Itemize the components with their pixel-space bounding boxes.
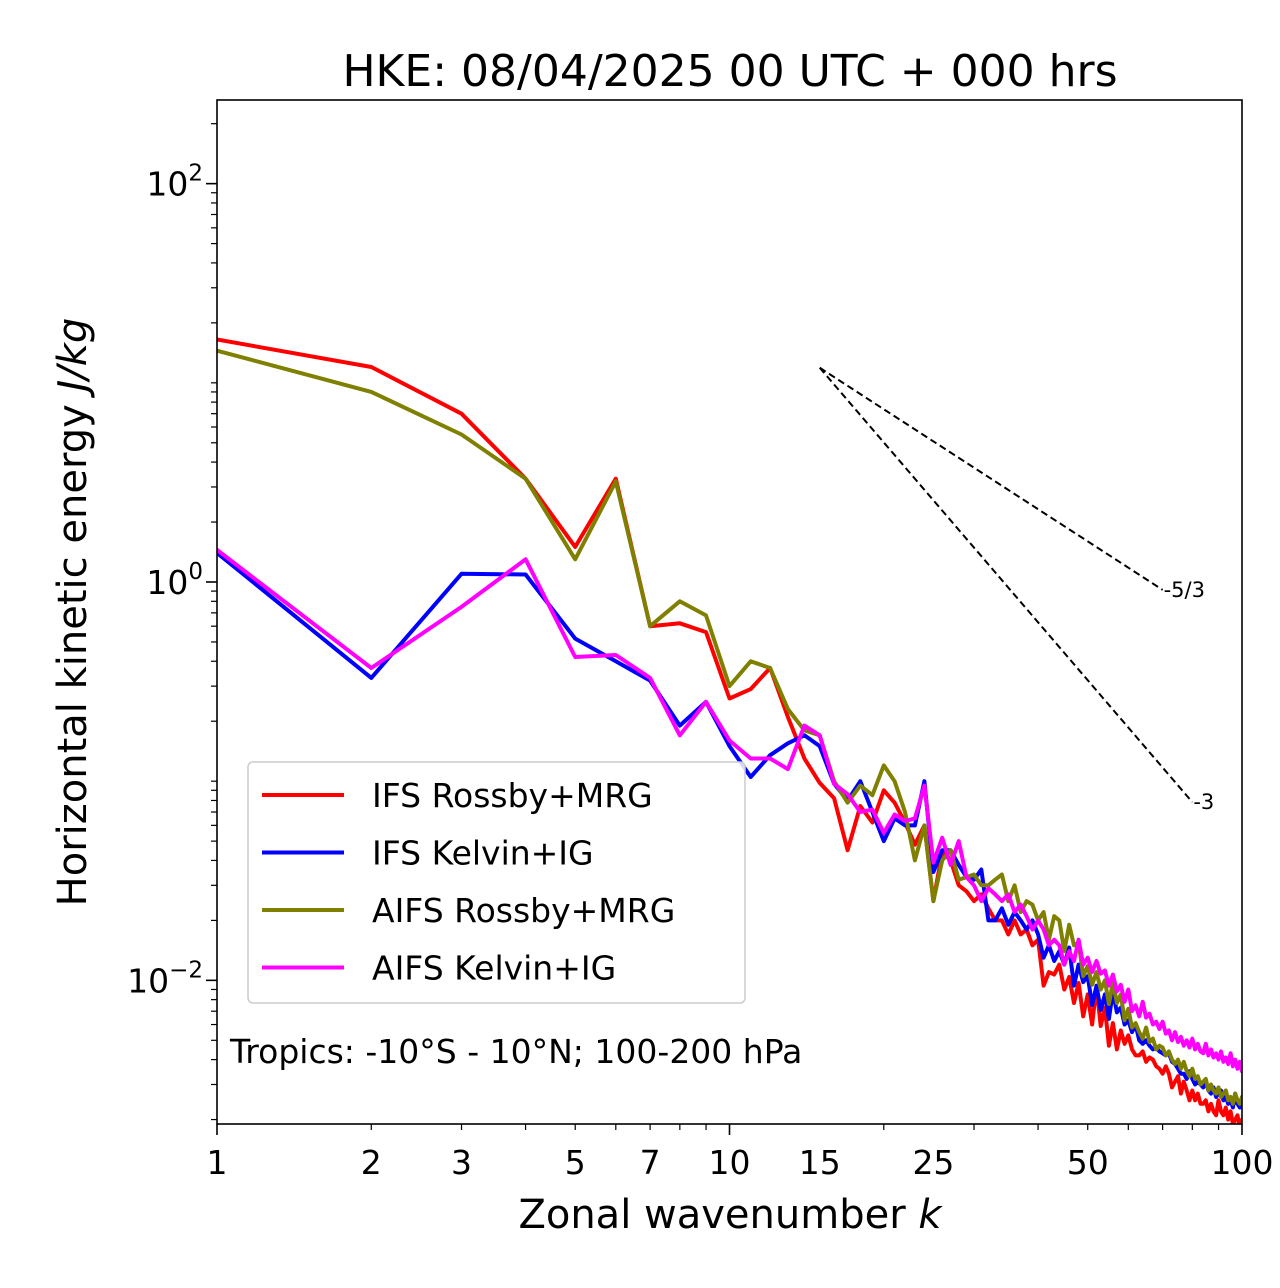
x-tick-label: 10 [709,1143,751,1182]
series-line-aifs-kelvin-ig [217,547,1242,1074]
legend: IFS Rossby+MRG IFS Kelvin+IG AIFS Rossby+M… [247,761,746,1004]
series-line-ifs-rossby-mrg [217,337,1242,1124]
y-tick-label: 10−2 [127,957,203,1000]
chart-title: HKE: 08/04/2025 00 UTC + 000 hrs [342,46,1117,97]
x-tick-label: 5 [565,1143,586,1182]
series-group [217,337,1242,1124]
y-axis-ticks: 102 100 10−2 [127,123,217,1121]
region-annotation: Tropics: -10°S - 10°N; 100-200 hPa [229,1032,802,1071]
reference-label-3: -3 [1193,790,1214,814]
y-axis-label-text: Horizontal kinetic energy [50,404,96,906]
x-axis-label-text: Zonal wavenumber [518,1192,906,1238]
legend-label-aifs-rossby-mrg: AIFS Rossby+MRG [372,891,675,930]
legend-label-ifs-rossby-mrg: IFS Rossby+MRG [372,776,653,815]
x-tick-label: 25 [912,1143,954,1182]
y-axis-unit: J/kg [50,318,96,399]
x-tick-label: 50 [1067,1143,1109,1182]
x-axis-ticks: 1 2 3 5 7 10 15 25 50 100 [207,1124,1274,1182]
y-axis-label: Horizontal kinetic energy J/kg [50,318,96,907]
reference-line-5-3 [819,366,1164,591]
x-tick-label: 1 [207,1143,228,1182]
x-tick-label: 15 [799,1143,841,1182]
x-axis-variable: k [918,1192,943,1238]
x-tick-label: 7 [640,1143,661,1182]
x-axis-label: Zonal wavenumber k [518,1192,943,1238]
reference-line-3 [818,367,1194,803]
x-tick-label: 2 [361,1143,382,1182]
x-tick-label: 3 [451,1143,472,1182]
y-tick-label: 102 [146,161,203,204]
reference-label-5-3: -5/3 [1164,578,1205,602]
legend-label-ifs-kelvin-ig: IFS Kelvin+IG [372,834,594,873]
y-tick-label: 100 [146,559,203,602]
reference-slopes: -5/3 -3 [818,366,1214,814]
x-tick-label: 100 [1211,1143,1274,1182]
legend-frame [247,761,746,1004]
legend-label-aifs-kelvin-ig: AIFS Kelvin+IG [372,949,616,988]
series-line-aifs-rossby-mrg [217,348,1242,1106]
